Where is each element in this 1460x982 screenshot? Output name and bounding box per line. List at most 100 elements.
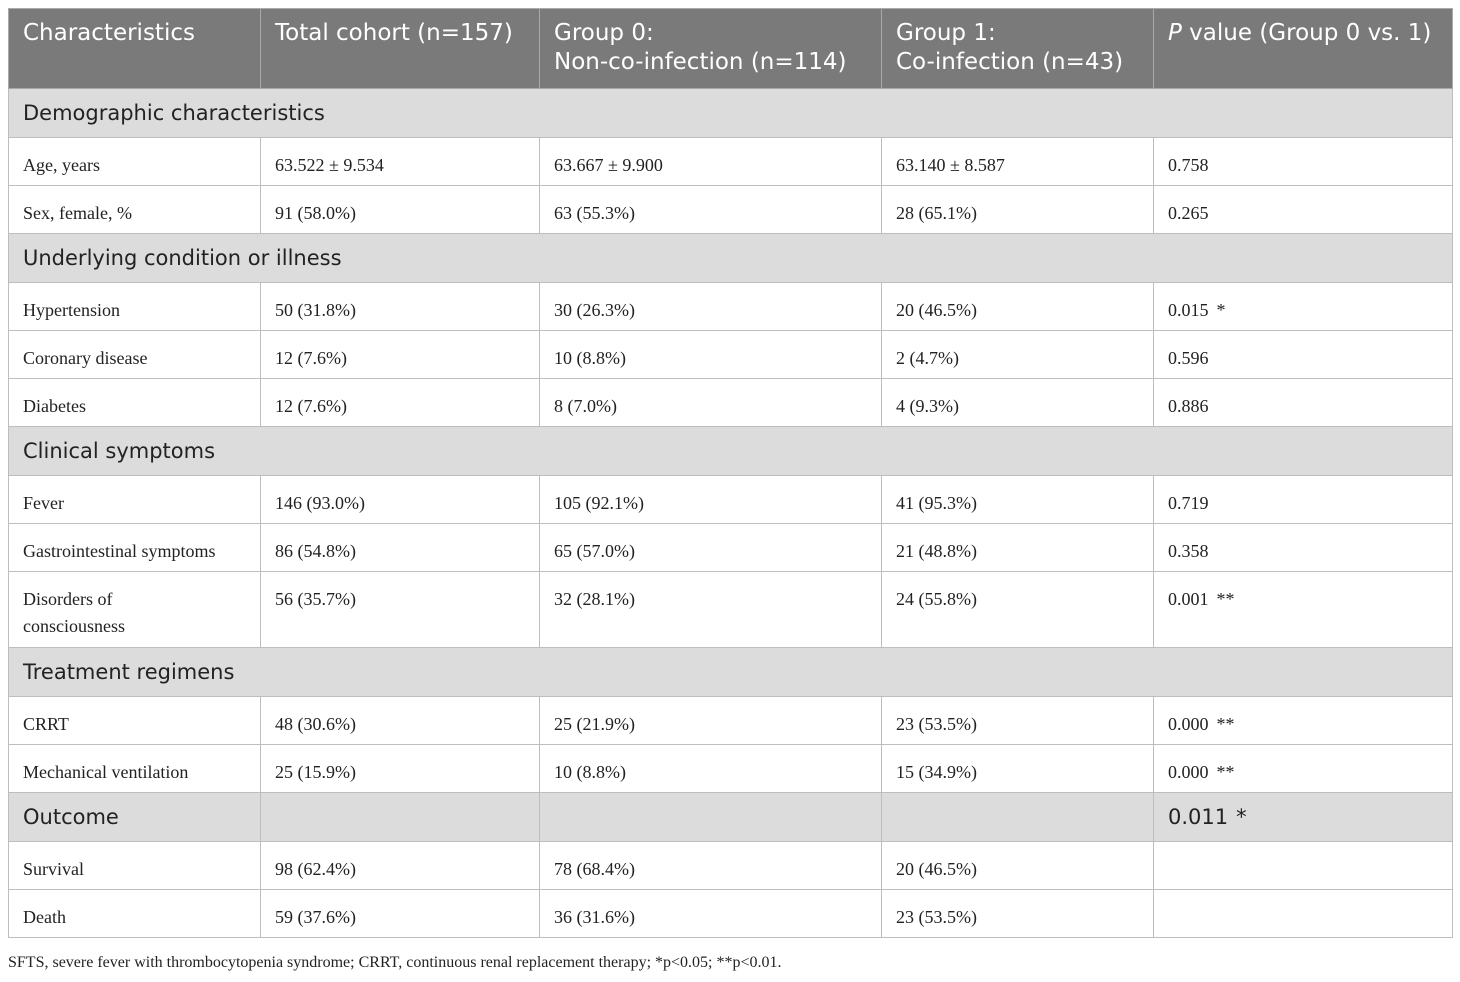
header-group1-line2: Co-infection (n=43) bbox=[896, 49, 1124, 75]
cell-group1: 41 (95.3%) bbox=[881, 475, 1154, 524]
p-value: 0.596 bbox=[1168, 348, 1209, 368]
significance-mark: ** bbox=[1216, 714, 1235, 734]
cell-group1: 20 (46.5%) bbox=[881, 841, 1154, 890]
row-label: Mechanical ventilation bbox=[8, 744, 261, 793]
row-label: Coronary disease bbox=[8, 330, 261, 379]
section-label: Outcome bbox=[8, 792, 261, 842]
p-value: 0.000 bbox=[1168, 762, 1209, 782]
header-p-rest: value (Group 0 vs. 1) bbox=[1181, 20, 1432, 46]
row-label: Hypertension bbox=[8, 282, 261, 331]
table-row-consciousness: Disorders of consciousness 56 (35.7%) 32 … bbox=[8, 571, 1453, 648]
table-container: Characteristics Total cohort (n=157) Gro… bbox=[8, 8, 1453, 971]
header-group1-line1: Group 1: bbox=[896, 20, 996, 46]
cell-p-value: 0.719 bbox=[1153, 475, 1453, 524]
table-row-survival: Survival 98 (62.4%) 78 (68.4%) 20 (46.5%… bbox=[8, 841, 1453, 890]
cell-group1: 15 (34.9%) bbox=[881, 744, 1154, 793]
row-label: Diabetes bbox=[8, 378, 261, 427]
header-group0: Group 0: Non-co-infection (n=114) bbox=[539, 8, 882, 89]
table-footnote: SFTS, severe fever with thrombocytopenia… bbox=[8, 954, 782, 971]
cell-group0: 65 (57.0%) bbox=[539, 523, 882, 572]
row-label: Fever bbox=[8, 475, 261, 524]
table-row-crrt: CRRT 48 (30.6%) 25 (21.9%) 23 (53.5%) 0.… bbox=[8, 696, 1453, 745]
header-total-cohort: Total cohort (n=157) bbox=[260, 8, 540, 89]
header-p-italic: P bbox=[1168, 20, 1182, 46]
section-label: Clinical symptoms bbox=[8, 426, 1453, 476]
cell-p-value bbox=[1153, 841, 1453, 890]
p-value: 0.758 bbox=[1168, 155, 1209, 175]
section-label: Underlying condition or illness bbox=[8, 233, 1453, 283]
cell-group1: 21 (48.8%) bbox=[881, 523, 1154, 572]
cell-group0: 10 (8.8%) bbox=[539, 330, 882, 379]
cell-group0: 78 (68.4%) bbox=[539, 841, 882, 890]
cell-total: 56 (35.7%) bbox=[260, 571, 540, 648]
cell-group0: 63 (55.3%) bbox=[539, 185, 882, 234]
p-value: 0.265 bbox=[1168, 203, 1209, 223]
cell-total: 86 (54.8%) bbox=[260, 523, 540, 572]
cell-p-value: 0.015 * bbox=[1153, 282, 1453, 331]
row-label-line2: consciousness bbox=[23, 616, 125, 636]
cell-p-value bbox=[1153, 889, 1453, 938]
header-group0-line1: Group 0: bbox=[554, 20, 654, 46]
row-label: Gastrointestinal symptoms bbox=[8, 523, 261, 572]
cell-group1: 4 (9.3%) bbox=[881, 378, 1154, 427]
cell-total: 63.522 ± 9.534 bbox=[260, 137, 540, 186]
cell-total: 48 (30.6%) bbox=[260, 696, 540, 745]
row-label: Age, years bbox=[8, 137, 261, 186]
cell-group1: 23 (53.5%) bbox=[881, 696, 1154, 745]
cell-total: 146 (93.0%) bbox=[260, 475, 540, 524]
p-value: 0.719 bbox=[1168, 493, 1209, 513]
cell-p-value: 0.596 bbox=[1153, 330, 1453, 379]
cell-group1: 28 (65.1%) bbox=[881, 185, 1154, 234]
row-label-line1: Disorders of bbox=[23, 589, 113, 609]
table-row-coronary: Coronary disease 12 (7.6%) 10 (8.8%) 2 (… bbox=[8, 330, 1453, 379]
header-row: Characteristics Total cohort (n=157) Gro… bbox=[8, 8, 1453, 89]
significance-mark: ** bbox=[1216, 762, 1235, 782]
significance-mark: ** bbox=[1216, 589, 1235, 609]
section-empty-cell bbox=[260, 792, 540, 842]
p-value: 0.015 bbox=[1168, 300, 1209, 320]
cell-total: 98 (62.4%) bbox=[260, 841, 540, 890]
cell-group0: 30 (26.3%) bbox=[539, 282, 882, 331]
cell-group1: 24 (55.8%) bbox=[881, 571, 1154, 648]
cell-group1: 2 (4.7%) bbox=[881, 330, 1154, 379]
table-row-age: Age, years 63.522 ± 9.534 63.667 ± 9.900… bbox=[8, 137, 1453, 186]
section-row-treatment: Treatment regimens bbox=[8, 647, 1453, 697]
p-value: 0.011 bbox=[1168, 805, 1229, 829]
p-value: 0.001 bbox=[1168, 589, 1209, 609]
table-row-gastrointestinal: Gastrointestinal symptoms 86 (54.8%) 65 … bbox=[8, 523, 1453, 572]
cell-p-value: 0.001 ** bbox=[1153, 571, 1453, 648]
cell-total: 50 (31.8%) bbox=[260, 282, 540, 331]
significance-mark: * bbox=[1236, 805, 1247, 829]
cell-p-value: 0.358 bbox=[1153, 523, 1453, 572]
row-label: Sex, female, % bbox=[8, 185, 261, 234]
cell-group1: 20 (46.5%) bbox=[881, 282, 1154, 331]
cell-group0: 25 (21.9%) bbox=[539, 696, 882, 745]
significance-mark: * bbox=[1216, 300, 1226, 320]
cell-p-value: 0.758 bbox=[1153, 137, 1453, 186]
section-row-outcome: Outcome 0.011 * bbox=[8, 792, 1453, 842]
table-row-diabetes: Diabetes 12 (7.6%) 8 (7.0%) 4 (9.3%) 0.8… bbox=[8, 378, 1453, 427]
section-row-clinical: Clinical symptoms bbox=[8, 426, 1453, 476]
section-empty-cell bbox=[539, 792, 882, 842]
cell-p-value: 0.000 ** bbox=[1153, 744, 1453, 793]
cell-group0: 8 (7.0%) bbox=[539, 378, 882, 427]
row-label: Survival bbox=[8, 841, 261, 890]
table-row-ventilation: Mechanical ventilation 25 (15.9%) 10 (8.… bbox=[8, 744, 1453, 793]
section-label: Demographic characteristics bbox=[8, 88, 1453, 138]
cell-p-value: 0.265 bbox=[1153, 185, 1453, 234]
table-row-fever: Fever 146 (93.0%) 105 (92.1%) 41 (95.3%)… bbox=[8, 475, 1453, 524]
row-label: Death bbox=[8, 889, 261, 938]
cell-group0: 10 (8.8%) bbox=[539, 744, 882, 793]
cell-total: 25 (15.9%) bbox=[260, 744, 540, 793]
cell-total: 91 (58.0%) bbox=[260, 185, 540, 234]
cell-group1: 23 (53.5%) bbox=[881, 889, 1154, 938]
header-group1: Group 1: Co-infection (n=43) bbox=[881, 8, 1154, 89]
cell-p-value: 0.000 ** bbox=[1153, 696, 1453, 745]
cell-group0: 63.667 ± 9.900 bbox=[539, 137, 882, 186]
cell-total: 59 (37.6%) bbox=[260, 889, 540, 938]
row-label: CRRT bbox=[8, 696, 261, 745]
header-group0-line2: Non-co-infection (n=114) bbox=[554, 49, 847, 75]
table-body: Demographic characteristics Age, years 6… bbox=[8, 88, 1453, 938]
section-row-underlying: Underlying condition or illness bbox=[8, 233, 1453, 283]
cell-p-value: 0.011 * bbox=[1153, 792, 1453, 842]
